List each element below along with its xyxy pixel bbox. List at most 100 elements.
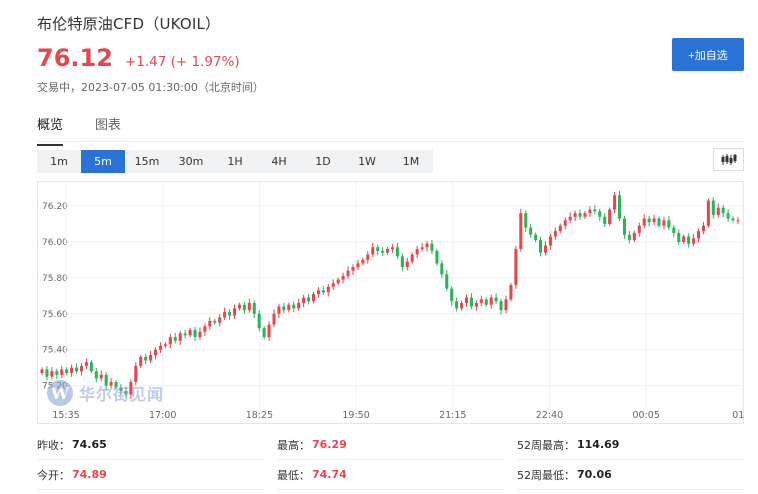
candle-body: [445, 274, 449, 289]
y-tick-label: 75.40: [42, 346, 68, 356]
candle-body: [543, 245, 548, 253]
candle-body: [134, 365, 138, 383]
candle-body: [731, 218, 735, 221]
y-tick-label: 75.80: [42, 274, 68, 284]
watermark-logo: W: [47, 380, 73, 406]
candle-body: [578, 213, 582, 217]
add-to-watchlist-button[interactable]: +加自选: [672, 38, 744, 71]
price-row: 76.12 +1.47 (+ 1.97%): [37, 44, 240, 72]
stats-panel: 昨收： 74.65 最高： 76.29 52周最高： 114.69 今开： 74…: [37, 430, 744, 494]
y-tick-label: 76.00: [42, 238, 68, 248]
candle-body: [287, 304, 291, 311]
candle-body: [504, 299, 508, 311]
period-4h[interactable]: 4H: [271, 155, 287, 168]
candle-body: [499, 301, 503, 311]
candle-body: [257, 313, 261, 329]
price-change: +1.47 (+ 1.97%): [124, 54, 240, 70]
candle-body: [168, 337, 172, 345]
candle-body: [361, 259, 365, 264]
candle-body: [242, 304, 246, 311]
chart-type-button[interactable]: [713, 148, 744, 171]
candle-body: [677, 232, 681, 242]
candle-body: [642, 218, 646, 226]
candle-body: [55, 371, 59, 375]
candle-body: [129, 382, 133, 395]
candle-body: [237, 304, 241, 309]
candle-body: [336, 279, 340, 284]
stat-label: 最高：: [277, 438, 310, 452]
candle-body: [282, 306, 286, 311]
candle-body: [247, 302, 251, 311]
candle-body: [94, 371, 98, 379]
candle-body: [154, 349, 158, 356]
candle-body: [563, 220, 567, 226]
candle-body: [687, 236, 691, 244]
y-tick-label: 76.20: [42, 202, 68, 212]
tab-chart[interactable]: 图表: [95, 118, 122, 133]
period-1w[interactable]: 1W: [358, 155, 376, 168]
candle-body: [139, 356, 143, 366]
candle-body: [99, 374, 103, 379]
candle-body: [618, 195, 622, 219]
candle-body: [331, 283, 335, 287]
candle-body: [469, 297, 473, 307]
candle-body: [198, 331, 202, 338]
period-1d[interactable]: 1D: [315, 155, 331, 168]
candle-body: [232, 308, 237, 316]
stat-label: 52周最高：: [517, 438, 575, 452]
candle-body: [696, 231, 701, 239]
candle-body: [292, 304, 296, 309]
x-tick-label: 19:50: [342, 410, 369, 421]
candle-body: [386, 249, 390, 253]
candle-body: [435, 250, 439, 264]
candle-body: [588, 209, 592, 214]
stat-52w-high: 52周最高： 114.69: [517, 430, 744, 460]
x-tick-label: 01:3: [732, 410, 745, 421]
stat-label: 52周最低：: [517, 468, 575, 482]
period-30m[interactable]: 30m: [178, 155, 204, 168]
candle-body: [341, 276, 345, 280]
candle-body: [109, 382, 113, 386]
candle-body: [558, 225, 562, 232]
view-tabs: 概览 图表: [37, 114, 153, 146]
candle-body: [371, 247, 375, 255]
candle-body: [721, 207, 725, 214]
candle-body: [539, 240, 543, 253]
candle-body: [390, 247, 394, 250]
candle-body: [632, 232, 636, 241]
candle-body: [464, 297, 469, 303]
candle-body: [425, 243, 429, 248]
candle-body: [534, 234, 538, 241]
stat-value: 70.06: [577, 468, 612, 481]
candle-body: [479, 299, 483, 303]
candle-body: [455, 301, 459, 309]
candle-body: [178, 333, 182, 341]
candle-body: [311, 294, 316, 302]
candle-body: [726, 213, 730, 219]
candle-body: [70, 367, 74, 374]
period-5m[interactable]: 5m: [81, 150, 125, 173]
candle-body: [613, 195, 617, 210]
candle-body: [60, 369, 64, 375]
price-chart[interactable]: 75.2075.4075.6075.8076.0076.2015:3517:00…: [37, 181, 745, 424]
candle-body: [410, 254, 414, 262]
trading-status: 交易中，2023-07-05 01:30:00（北京时间）: [37, 81, 264, 94]
candle-body: [484, 299, 488, 305]
period-15m[interactable]: 15m: [134, 155, 160, 168]
candle-body: [213, 320, 217, 323]
candle-body: [45, 369, 49, 377]
candle-body: [395, 247, 399, 257]
candle-body: [583, 213, 587, 217]
tab-overview[interactable]: 概览: [37, 114, 64, 146]
period-1m[interactable]: 1m: [50, 155, 68, 168]
candle-body: [381, 250, 385, 253]
period-1h[interactable]: 1H: [227, 155, 243, 168]
stat-low: 最低： 74.74: [277, 460, 505, 490]
candle-body: [84, 362, 88, 366]
candle-body: [598, 211, 602, 217]
candle-body: [450, 288, 454, 302]
candle-body: [489, 297, 493, 305]
period-1mo[interactable]: 1M: [402, 155, 420, 168]
candle-body: [430, 243, 434, 251]
candle-body: [40, 369, 44, 374]
